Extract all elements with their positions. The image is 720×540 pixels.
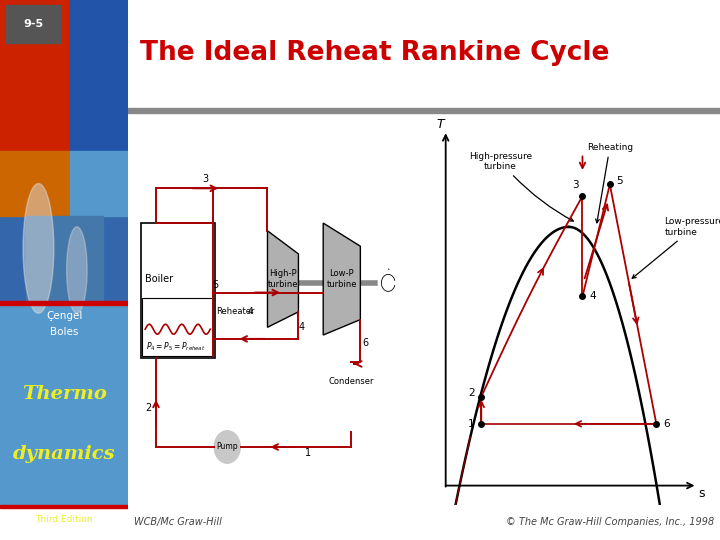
- Text: 4: 4: [299, 322, 305, 332]
- Text: Reheater: Reheater: [217, 307, 255, 316]
- Text: 4: 4: [248, 307, 253, 316]
- Bar: [0, 305, 128, 505]
- Bar: [140, 223, 215, 358]
- Text: dynamics: dynamics: [13, 444, 115, 463]
- Bar: [71, 0, 128, 151]
- Text: Thermo: Thermo: [22, 385, 107, 403]
- Text: 3: 3: [572, 180, 579, 190]
- Circle shape: [323, 362, 379, 431]
- Text: 6: 6: [362, 338, 368, 348]
- Bar: [0, 0, 128, 216]
- Polygon shape: [268, 231, 299, 327]
- Text: Reheating: Reheating: [587, 143, 633, 223]
- Bar: [128, 108, 720, 113]
- Text: Condenser: Condenser: [328, 377, 374, 386]
- Text: 6: 6: [663, 419, 670, 429]
- Polygon shape: [323, 223, 361, 335]
- Bar: [0, 508, 128, 540]
- Bar: [0, 0, 71, 151]
- Text: Low-P
turbine: Low-P turbine: [327, 269, 357, 289]
- Text: 1: 1: [468, 419, 474, 429]
- Text: High-P
turbine: High-P turbine: [268, 269, 298, 289]
- Text: High-pressure
turbine: High-pressure turbine: [469, 152, 573, 221]
- Circle shape: [67, 227, 87, 313]
- Text: 2: 2: [468, 388, 474, 398]
- Text: © The Mc Graw-Hill Companies, Inc., 1998: © The Mc Graw-Hill Companies, Inc., 1998: [506, 517, 714, 528]
- Text: Pump: Pump: [217, 442, 238, 451]
- Text: WCB/Mc Graw-Hill: WCB/Mc Graw-Hill: [134, 517, 222, 528]
- Text: Boiler: Boiler: [145, 274, 174, 284]
- Bar: [71, 151, 128, 216]
- Text: 3: 3: [202, 174, 209, 184]
- Text: 5: 5: [617, 176, 624, 186]
- Bar: [142, 298, 213, 356]
- Bar: [0, 151, 71, 216]
- Text: The Ideal Reheat Rankine Cycle: The Ideal Reheat Rankine Cycle: [140, 40, 609, 66]
- Text: Low-pressure
turbine: Low-pressure turbine: [632, 217, 720, 278]
- Text: T: T: [436, 118, 444, 131]
- Bar: [0, 216, 128, 302]
- Text: 9-5: 9-5: [23, 19, 43, 29]
- Circle shape: [215, 431, 240, 463]
- Text: 2: 2: [145, 403, 151, 414]
- Text: Boles: Boles: [50, 327, 78, 337]
- Text: Third Edition: Third Edition: [35, 515, 93, 524]
- Bar: [0, 0, 128, 302]
- Bar: [6, 5, 60, 43]
- Text: 1: 1: [305, 448, 311, 458]
- Text: 4: 4: [590, 292, 596, 301]
- Text: s: s: [698, 487, 705, 500]
- Circle shape: [378, 271, 398, 295]
- Bar: [0, 301, 128, 305]
- Bar: [0, 505, 128, 508]
- Text: Çengel: Çengel: [46, 311, 82, 321]
- Circle shape: [23, 184, 54, 313]
- Bar: [26, 216, 102, 302]
- Text: $P_4 = P_5 = P_{reheat}$: $P_4 = P_5 = P_{reheat}$: [146, 340, 206, 353]
- Text: 5: 5: [212, 280, 218, 290]
